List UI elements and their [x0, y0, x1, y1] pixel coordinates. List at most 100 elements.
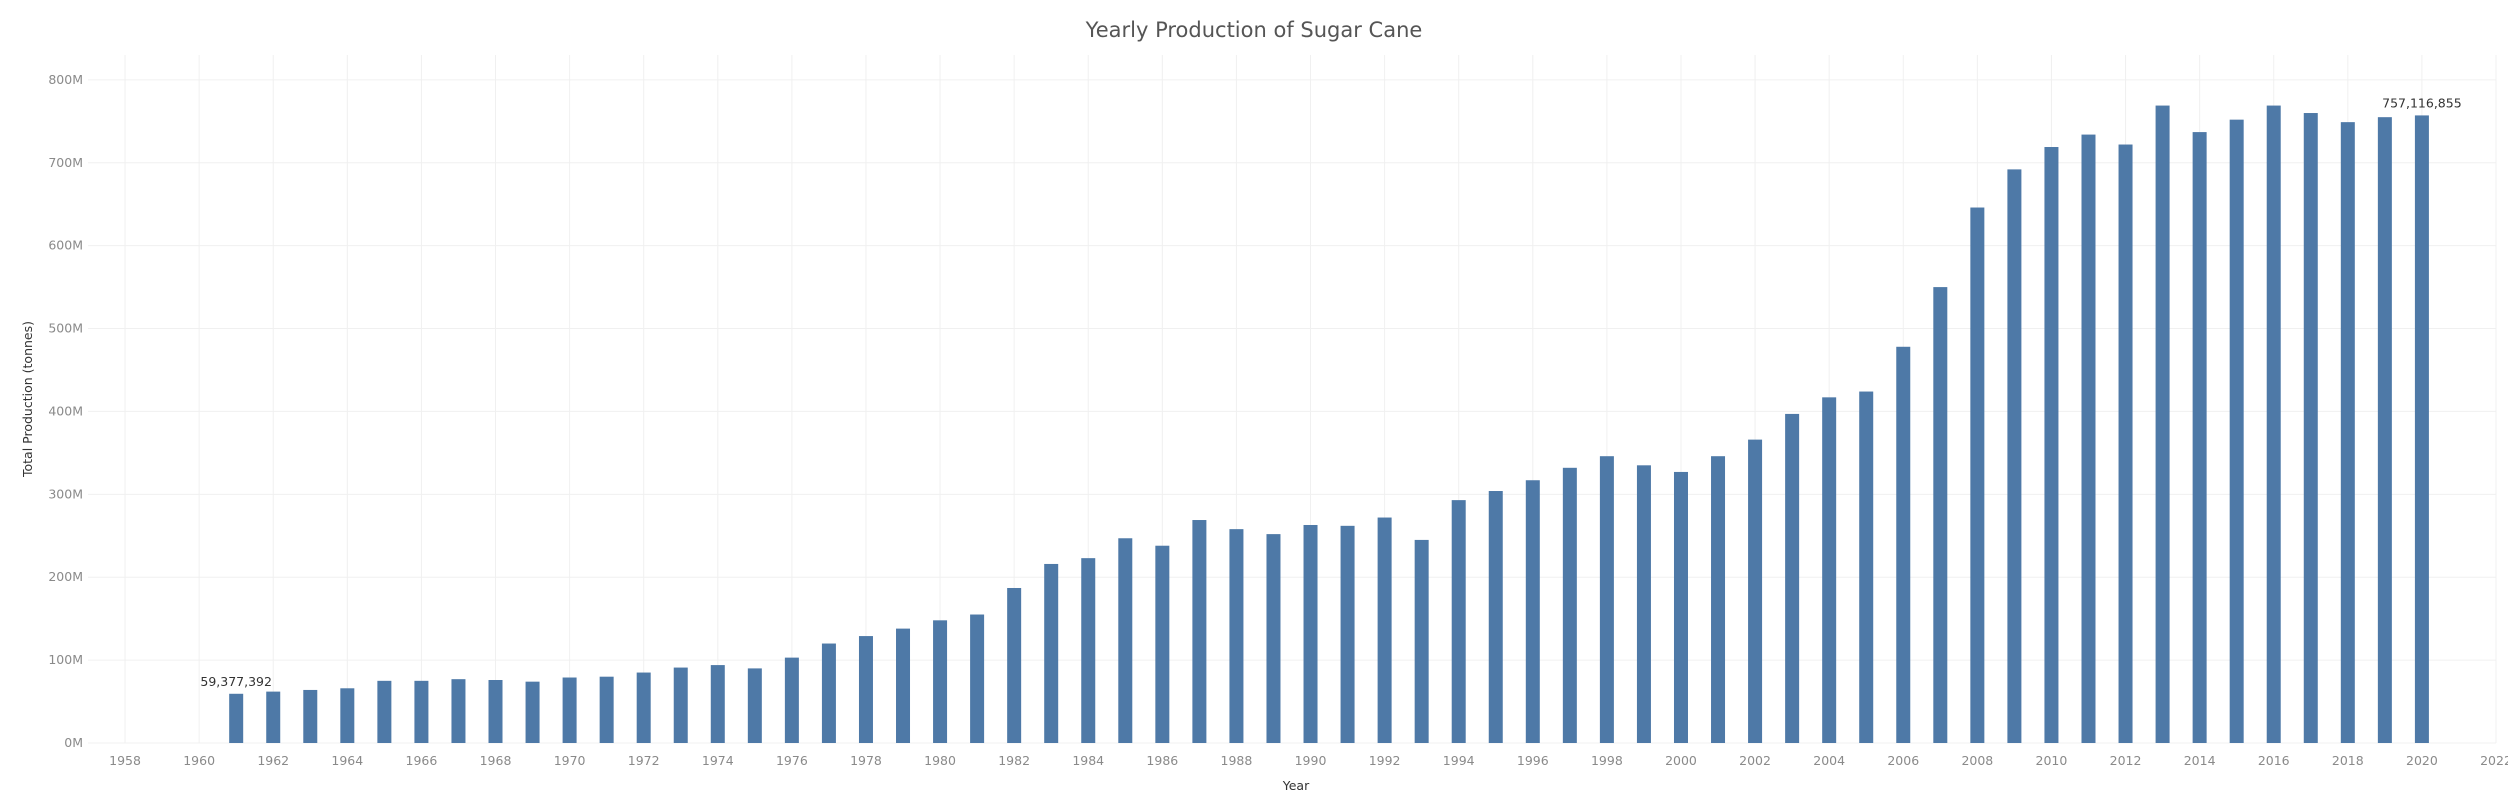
x-tick-label: 1966: [406, 753, 438, 768]
x-tick-label: 2006: [1887, 753, 1919, 768]
x-tick-label: 2020: [2406, 753, 2438, 768]
x-axis-title: Year: [1282, 778, 1310, 793]
bar-1986: [1155, 545, 1170, 743]
x-tick-label: 1982: [998, 753, 1030, 768]
bar-1983: [1044, 563, 1059, 743]
bar-2017: [2303, 113, 2318, 743]
bar-1998: [1599, 456, 1614, 743]
bar-2005: [1859, 391, 1874, 743]
bar-2019: [2377, 117, 2392, 743]
bar-2012: [2118, 144, 2133, 743]
x-tick-label: 1992: [1369, 753, 1401, 768]
bar-1970: [562, 677, 577, 743]
x-tick-label: 2002: [1739, 753, 1771, 768]
bar-1987: [1192, 520, 1207, 743]
bar-2014: [2192, 132, 2207, 743]
x-tick-label: 2010: [2036, 753, 2068, 768]
y-axis-title: Total Production (tonnes): [20, 321, 35, 478]
bar-2016: [2266, 105, 2281, 744]
y-tick-label: 300M: [48, 486, 83, 501]
bar-1961: [229, 693, 244, 743]
y-tick-label: 400M: [48, 403, 83, 418]
x-tick-label: 2000: [1665, 753, 1697, 768]
x-tick-label: 2016: [2258, 753, 2290, 768]
bar-1994: [1451, 500, 1466, 743]
bar-1975: [747, 668, 762, 743]
x-tick-label: 1962: [257, 753, 289, 768]
bar-2009: [2007, 169, 2022, 743]
x-tick-label: 1960: [183, 753, 215, 768]
bar-2018: [2340, 122, 2355, 744]
bar-1988: [1229, 529, 1244, 743]
bar-2013: [2155, 105, 2170, 744]
bar-2007: [1933, 287, 1948, 743]
bar-2015: [2229, 119, 2244, 744]
bar-1991: [1340, 525, 1355, 743]
bar-1976: [784, 657, 799, 743]
x-tick-label: 1970: [554, 753, 586, 768]
x-tick-label: 1980: [924, 753, 956, 768]
x-tick-label: 2012: [2110, 753, 2142, 768]
bar-1968: [488, 680, 503, 743]
bar-1963: [303, 689, 318, 743]
x-tick-label: 2008: [1961, 753, 1993, 768]
bar-1979: [896, 628, 911, 743]
bar-1992: [1377, 517, 1392, 743]
bar-1993: [1414, 539, 1429, 743]
chart-title: Yearly Production of Sugar Cane: [1085, 18, 1423, 42]
bar-1989: [1266, 534, 1281, 743]
bar-2008: [1970, 207, 1985, 743]
bar-2006: [1896, 346, 1911, 743]
bar-1980: [933, 620, 948, 743]
bar-1971: [599, 676, 614, 743]
bar-1962: [266, 691, 281, 743]
bar-1999: [1636, 465, 1651, 743]
x-tick-label: 1986: [1146, 753, 1178, 768]
bar-1990: [1303, 524, 1318, 743]
bar-1982: [1007, 587, 1022, 743]
x-tick-label: 1972: [628, 753, 660, 768]
bar-2020: [2414, 115, 2429, 743]
y-tick-label: 600M: [48, 238, 83, 253]
bar-1985: [1118, 538, 1133, 743]
data-label: 59,377,392: [200, 674, 272, 689]
x-tick-label: 1974: [702, 753, 734, 768]
x-tick-label: 1990: [1295, 753, 1327, 768]
bar-1965: [377, 680, 392, 743]
x-tick-label: 1998: [1591, 753, 1623, 768]
bar-1972: [636, 672, 651, 743]
x-tick-label: 2022: [2480, 753, 2508, 768]
bar-1981: [970, 614, 985, 743]
x-tick-label: 2018: [2332, 753, 2364, 768]
x-tick-label: 1984: [1072, 753, 1104, 768]
x-tick-label: 1978: [850, 753, 882, 768]
x-tick-label: 2014: [2184, 753, 2216, 768]
x-tick-label: 1994: [1443, 753, 1475, 768]
bar-2010: [2044, 147, 2059, 743]
bar-1969: [525, 681, 540, 743]
y-tick-label: 500M: [48, 321, 83, 336]
x-tick-label: 1968: [480, 753, 512, 768]
bar-1997: [1562, 467, 1577, 743]
bar-1978: [858, 636, 873, 743]
bar-2002: [1748, 439, 1763, 743]
bar-1964: [340, 688, 355, 743]
y-tick-label: 200M: [48, 569, 83, 584]
bar-2003: [1785, 413, 1800, 743]
bar-1974: [710, 665, 725, 743]
y-tick-label: 100M: [48, 652, 83, 667]
bar-1995: [1488, 491, 1503, 743]
bar-1977: [821, 643, 836, 743]
data-label: 757,116,855: [2382, 95, 2462, 110]
bar-1967: [451, 679, 466, 743]
y-tick-label: 0M: [64, 735, 83, 750]
x-tick-label: 1958: [109, 753, 141, 768]
bar-2000: [1673, 471, 1688, 743]
bar-2001: [1711, 456, 1726, 743]
x-tick-label: 2004: [1813, 753, 1845, 768]
bar-2011: [2081, 134, 2096, 743]
x-tick-label: 1996: [1517, 753, 1549, 768]
bar-2004: [1822, 397, 1837, 743]
